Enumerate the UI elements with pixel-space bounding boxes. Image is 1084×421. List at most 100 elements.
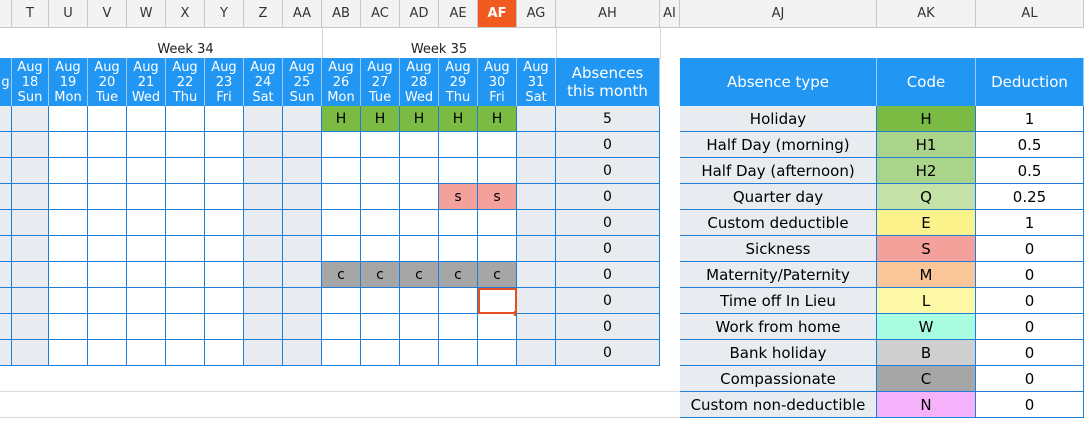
grid-cell[interactable] bbox=[205, 288, 244, 314]
grid-cell[interactable] bbox=[517, 184, 556, 210]
grid-cell[interactable] bbox=[166, 158, 205, 184]
column-header-ag[interactable]: AG bbox=[517, 0, 556, 28]
grid-cell[interactable] bbox=[205, 210, 244, 236]
grid-cell[interactable] bbox=[166, 236, 205, 262]
column-header-ad[interactable]: AD bbox=[400, 0, 439, 28]
grid-cell[interactable] bbox=[517, 262, 556, 288]
grid-cell[interactable] bbox=[49, 236, 88, 262]
column-header-t[interactable]: T bbox=[12, 0, 49, 28]
grid-cell[interactable] bbox=[244, 314, 283, 340]
grid-cell[interactable] bbox=[127, 288, 166, 314]
grid-cell[interactable] bbox=[205, 132, 244, 158]
grid-cell[interactable] bbox=[439, 210, 478, 236]
grid-cell[interactable] bbox=[12, 236, 49, 262]
grid-cell[interactable] bbox=[478, 236, 517, 262]
grid-cell[interactable] bbox=[127, 236, 166, 262]
grid-cell[interactable] bbox=[244, 262, 283, 288]
grid-cell[interactable] bbox=[127, 340, 166, 366]
grid-cell[interactable] bbox=[283, 288, 322, 314]
grid-cell[interactable] bbox=[166, 262, 205, 288]
grid-cell[interactable] bbox=[283, 184, 322, 210]
column-header-aj[interactable]: AJ bbox=[680, 0, 877, 28]
grid-cell[interactable] bbox=[127, 184, 166, 210]
grid-cell[interactable] bbox=[478, 158, 517, 184]
grid-cell[interactable] bbox=[322, 210, 361, 236]
column-header-ab[interactable]: AB bbox=[322, 0, 361, 28]
grid-cell[interactable] bbox=[244, 132, 283, 158]
grid-cell[interactable] bbox=[517, 340, 556, 366]
grid-cell[interactable] bbox=[439, 132, 478, 158]
grid-cell[interactable] bbox=[517, 158, 556, 184]
grid-cell[interactable] bbox=[478, 210, 517, 236]
grid-cell[interactable] bbox=[88, 210, 127, 236]
grid-cell[interactable] bbox=[127, 210, 166, 236]
grid-cell[interactable] bbox=[283, 210, 322, 236]
fill-handle[interactable] bbox=[514, 311, 519, 316]
grid-cell[interactable]: c bbox=[361, 262, 400, 288]
column-header-ak[interactable]: AK bbox=[877, 0, 976, 28]
grid-cell[interactable] bbox=[49, 314, 88, 340]
grid-cell[interactable] bbox=[361, 184, 400, 210]
grid-cell[interactable] bbox=[283, 262, 322, 288]
grid-cell[interactable] bbox=[322, 184, 361, 210]
grid-cell[interactable] bbox=[12, 288, 49, 314]
grid-cell[interactable]: s bbox=[478, 184, 517, 210]
grid-cell[interactable] bbox=[88, 106, 127, 132]
grid-cell[interactable] bbox=[400, 184, 439, 210]
column-header-ai[interactable]: AI bbox=[660, 0, 680, 28]
grid-cell[interactable] bbox=[166, 132, 205, 158]
grid-cell[interactable] bbox=[400, 314, 439, 340]
grid-cell-partial[interactable] bbox=[0, 158, 12, 184]
grid-cell-partial[interactable] bbox=[0, 262, 12, 288]
grid-cell[interactable] bbox=[283, 340, 322, 366]
grid-cell[interactable]: c bbox=[478, 262, 517, 288]
grid-cell-partial[interactable] bbox=[0, 340, 12, 366]
grid-cell[interactable] bbox=[517, 314, 556, 340]
grid-cell[interactable] bbox=[439, 158, 478, 184]
column-header-aa[interactable]: AA bbox=[283, 0, 322, 28]
grid-cell[interactable] bbox=[166, 106, 205, 132]
grid-cell[interactable] bbox=[400, 340, 439, 366]
grid-cell[interactable] bbox=[88, 184, 127, 210]
grid-cell[interactable] bbox=[205, 184, 244, 210]
grid-cell[interactable] bbox=[439, 340, 478, 366]
grid-cell[interactable] bbox=[322, 314, 361, 340]
grid-cell-partial[interactable] bbox=[0, 132, 12, 158]
grid-cell[interactable] bbox=[88, 132, 127, 158]
column-header-ah[interactable]: AH bbox=[556, 0, 660, 28]
column-header-x[interactable]: X bbox=[166, 0, 205, 28]
grid-cell[interactable] bbox=[400, 288, 439, 314]
grid-cell[interactable]: H bbox=[322, 106, 361, 132]
grid-cell[interactable]: H bbox=[439, 106, 478, 132]
grid-cell[interactable] bbox=[361, 158, 400, 184]
grid-cell[interactable]: H bbox=[361, 106, 400, 132]
grid-cell[interactable] bbox=[88, 288, 127, 314]
grid-cell[interactable] bbox=[205, 262, 244, 288]
grid-cell[interactable] bbox=[283, 236, 322, 262]
grid-cell[interactable] bbox=[478, 314, 517, 340]
grid-cell[interactable] bbox=[49, 262, 88, 288]
grid-cell-partial[interactable] bbox=[0, 184, 12, 210]
column-header-y[interactable]: Y bbox=[205, 0, 244, 28]
grid-cell[interactable]: H bbox=[400, 106, 439, 132]
grid-cell[interactable] bbox=[361, 132, 400, 158]
grid-cell[interactable] bbox=[400, 210, 439, 236]
grid-cell[interactable] bbox=[12, 106, 49, 132]
grid-cell[interactable] bbox=[400, 236, 439, 262]
grid-cell[interactable] bbox=[127, 262, 166, 288]
grid-cell[interactable] bbox=[517, 288, 556, 314]
grid-cell[interactable] bbox=[127, 314, 166, 340]
grid-cell[interactable] bbox=[322, 340, 361, 366]
grid-cell[interactable] bbox=[361, 210, 400, 236]
grid-cell[interactable] bbox=[400, 132, 439, 158]
grid-cell[interactable] bbox=[88, 158, 127, 184]
grid-cell[interactable] bbox=[205, 236, 244, 262]
grid-cell-partial[interactable] bbox=[0, 106, 12, 132]
grid-cell[interactable] bbox=[283, 132, 322, 158]
grid-cell[interactable] bbox=[88, 262, 127, 288]
grid-cell[interactable] bbox=[166, 210, 205, 236]
selected-cell[interactable] bbox=[478, 288, 517, 314]
grid-cell[interactable] bbox=[12, 132, 49, 158]
column-header-af[interactable]: AF bbox=[478, 0, 517, 28]
column-header-ac[interactable]: AC bbox=[361, 0, 400, 28]
